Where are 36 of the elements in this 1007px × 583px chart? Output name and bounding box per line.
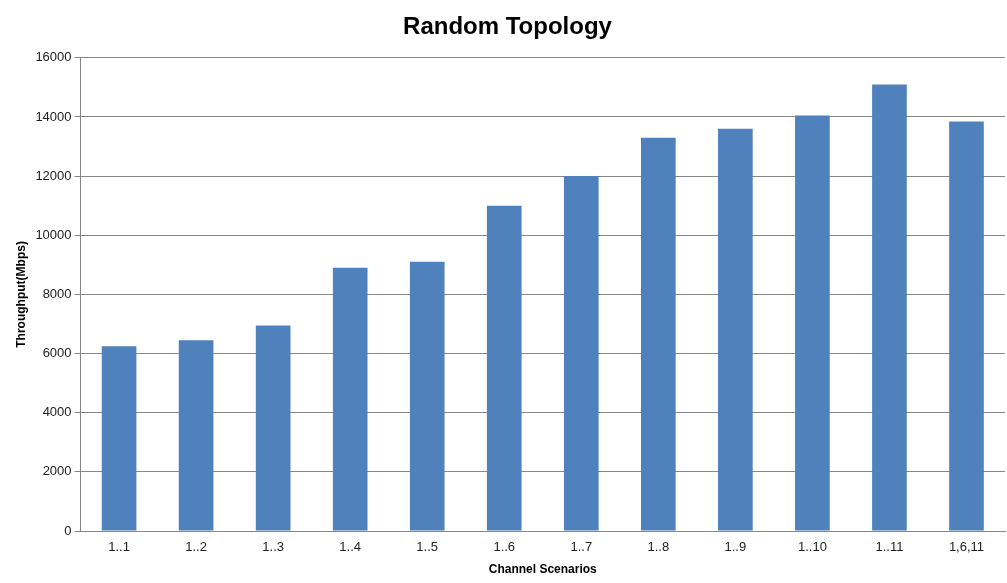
- x-tick-label: 1..1: [108, 539, 130, 555]
- bar: [332, 267, 368, 531]
- x-tick-label: 1,6,11: [948, 539, 985, 555]
- chart-title: Random Topology: [403, 12, 613, 40]
- y-tick-label: 8000: [42, 285, 72, 301]
- x-tick-label: 1..8: [647, 539, 670, 555]
- bar: [949, 121, 984, 531]
- x-tick-label: 1..5: [416, 539, 439, 555]
- x-tick-label: 1..6: [493, 539, 516, 555]
- x-tick-label: 1..7: [570, 539, 593, 555]
- bar: [486, 205, 522, 531]
- bar: [641, 137, 676, 531]
- bar: [409, 261, 445, 531]
- bar: [872, 84, 907, 531]
- y-tick-label: 10000: [35, 226, 72, 242]
- x-tick-label: 1..2: [185, 539, 207, 555]
- x-tick-label: 1..3: [262, 539, 284, 555]
- bar: [178, 340, 214, 531]
- bar: [718, 128, 753, 531]
- y-tick-label: 16000: [35, 49, 72, 65]
- x-axis-title: Channel Scenarios: [488, 562, 598, 577]
- x-tick-label: 1..11: [875, 539, 904, 555]
- x-tick-label: 1..10: [797, 539, 827, 555]
- y-tick-label: 14000: [35, 108, 72, 124]
- bar: [255, 325, 291, 531]
- x-tick-label: 1..4: [339, 539, 362, 555]
- y-tick-label: 6000: [42, 345, 72, 361]
- y-tick-label: 4000: [42, 404, 72, 420]
- y-axis-title: Throughput(Mbps): [13, 241, 28, 348]
- bar: [563, 176, 599, 531]
- y-tick-label: 0: [64, 522, 72, 538]
- x-tick-label: 1..9: [724, 539, 747, 555]
- bar: [795, 115, 830, 531]
- y-tick-label: 12000: [35, 167, 72, 183]
- bar: [101, 346, 137, 531]
- y-tick-label: 2000: [42, 463, 72, 479]
